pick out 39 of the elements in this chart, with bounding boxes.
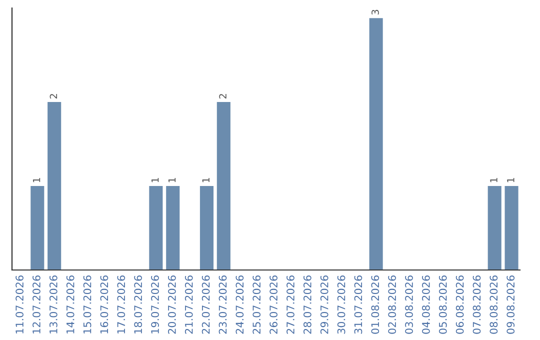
- x-tick-label: 09.08.2026: [506, 276, 515, 334]
- x-tick-label: 01.08.2026: [371, 276, 380, 334]
- x-tick-label: 15.07.2026: [83, 276, 92, 334]
- x-tick-label: 04.08.2026: [422, 276, 430, 334]
- data-label: 1: [507, 178, 514, 182]
- x-tick-label: 24.07.2026: [236, 276, 244, 334]
- data-label: 1: [152, 178, 159, 182]
- x-tick-label: 31.07.2026: [354, 276, 362, 334]
- x-tick-label: 05.08.2026: [438, 276, 447, 334]
- x-tick-label: 03.08.2026: [405, 276, 413, 334]
- x-tick-label: 23.07.2026: [218, 276, 227, 334]
- x-tick-label: 13.07.2026: [49, 276, 58, 334]
- x-tick-label: 07.08.2026: [472, 276, 481, 334]
- data-label: 1: [32, 178, 40, 182]
- data-label: 1: [202, 178, 210, 182]
- x-tick-label: 17.07.2026: [117, 276, 126, 334]
- x-tick-label: 19.07.2026: [151, 276, 159, 334]
- x-tick-label: 28.07.2026: [303, 276, 312, 334]
- x-tick-label: 27.07.2026: [286, 276, 294, 334]
- x-tick-label: 29.07.2026: [320, 276, 328, 334]
- data-label: 2: [50, 94, 58, 99]
- x-tick-label: 02.08.2026: [388, 276, 396, 334]
- x-tick-label: 21.07.2026: [184, 276, 193, 334]
- x-tick-label: 14.07.2026: [66, 276, 74, 334]
- x-tick-label: 30.07.2026: [337, 276, 346, 334]
- x-tick-label: 06.08.2026: [456, 276, 464, 334]
- x-tick-label: 12.07.2026: [32, 276, 40, 334]
- x-tick-label: 20.07.2026: [168, 276, 176, 334]
- x-tick-label: 26.07.2026: [270, 276, 278, 334]
- data-label: 2: [219, 94, 226, 99]
- x-tick-label: 11.07.2026: [16, 276, 24, 334]
- data-label: 3: [372, 10, 379, 15]
- x-tick-label: 08.08.2026: [490, 276, 498, 334]
- x-tick-label: 18.07.2026: [134, 276, 142, 334]
- data-label: 1: [490, 178, 498, 182]
- data-label: 1: [168, 178, 176, 182]
- x-tick-label: 25.07.2026: [252, 276, 261, 334]
- x-tick-label: 22.07.2026: [202, 276, 210, 334]
- x-tick-label: 16.07.2026: [100, 276, 108, 334]
